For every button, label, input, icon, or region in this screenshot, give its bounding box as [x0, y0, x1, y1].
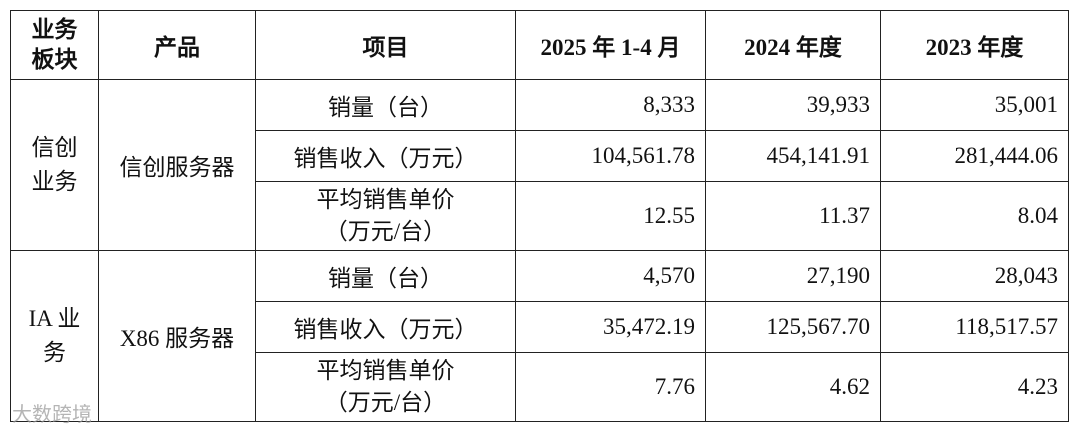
- value-cell: 4,570: [515, 250, 706, 302]
- value-text: 28,043: [994, 263, 1058, 288]
- value-text: 125,567.70: [766, 314, 871, 339]
- item-text: 销售收入（万元）: [293, 146, 478, 171]
- header-text: 2025 年 1-4 月: [540, 35, 681, 60]
- item-text: 销量（台）: [328, 266, 443, 291]
- table-row: 平均销售单价（万元/台） 7.76 4.62 4.23: [11, 352, 1069, 422]
- table-row: IA 业务 X86 服务器 销量（台） 4,570 27,190 28,043: [10, 250, 1069, 422]
- value-text: 12.55: [643, 203, 695, 228]
- item-text: 平均销售单价（万元/台）: [316, 358, 455, 415]
- header-cell: 2025 年 1-4 月: [515, 10, 706, 80]
- value-cell: 454,141.91: [705, 130, 881, 182]
- value-text: 7.76: [654, 374, 695, 399]
- value-cell: 4.23: [880, 352, 1069, 422]
- value-cell: 35,001: [880, 79, 1069, 131]
- value-cell: 281,444.06: [880, 130, 1069, 182]
- value-text: 35,472.19: [603, 314, 695, 339]
- value-cell: 35,472.19: [515, 301, 706, 353]
- value-text: 4,570: [643, 263, 695, 288]
- value-text: 35,001: [994, 92, 1058, 117]
- value-cell: 12.55: [515, 181, 706, 251]
- header-row: 业务板块 产品 项目 2025 年 1-4 月 2024 年度 2023 年度: [10, 10, 1069, 80]
- header-text: 业务板块: [31, 17, 78, 72]
- value-cell: 104,561.78: [515, 130, 706, 182]
- value-cell: 39,933: [705, 79, 881, 131]
- segment-cell: IA 业务: [10, 250, 99, 422]
- value-text: 8.04: [1017, 203, 1058, 228]
- value-cell: 8,333: [515, 79, 706, 131]
- table-row: 销售收入（万元） 35,472.19 125,567.70 118,517.57: [11, 301, 1069, 353]
- segment-text: 信创业务: [31, 135, 78, 194]
- product-cell: 信创服务器: [98, 79, 256, 251]
- product-text: X86 服务器: [119, 326, 235, 351]
- watermark: 大数跨境: [12, 402, 92, 426]
- product-text: 信创服务器: [119, 155, 235, 180]
- header-cell: 业务板块: [10, 10, 99, 80]
- table-body: 信创业务 信创服务器 销量（台） 8,333 39,933 35,001 销售收入（万元） 1…: [10, 79, 1069, 422]
- item-cell: 平均销售单价（万元/台）: [255, 181, 516, 251]
- header-cell: 2023 年度: [880, 10, 1069, 80]
- header-text: 项目: [362, 35, 409, 60]
- item-text: 平均销售单价（万元/台）: [316, 187, 455, 244]
- header-text: 2024 年度: [744, 35, 842, 60]
- value-cell: 118,517.57: [880, 301, 1069, 353]
- product-cell: X86 服务器: [98, 250, 256, 422]
- header-cell: 项目: [255, 10, 516, 80]
- value-cell: 4.62: [705, 352, 881, 422]
- header-cell: 2024 年度: [705, 10, 881, 80]
- value-cell: 28,043: [880, 250, 1069, 302]
- item-cell: 销售收入（万元）: [255, 130, 516, 182]
- value-text: 8,333: [643, 92, 695, 117]
- value-text: 454,141.91: [766, 143, 871, 168]
- value-text: 11.37: [819, 203, 870, 228]
- value-text: 4.23: [1017, 374, 1058, 399]
- value-cell: 8.04: [880, 181, 1069, 251]
- value-cell: 7.76: [515, 352, 706, 422]
- value-text: 27,190: [806, 263, 870, 288]
- value-text: 104,561.78: [591, 143, 696, 168]
- value-text: 39,933: [806, 92, 870, 117]
- value-text: 4.62: [829, 374, 870, 399]
- value-cell: 27,190: [705, 250, 881, 302]
- item-cell: 销售收入（万元）: [255, 301, 516, 353]
- segment-cell: 信创业务: [10, 79, 99, 251]
- item-text: 销售收入（万元）: [293, 317, 478, 342]
- header-cell: 产品: [98, 10, 256, 80]
- table-row: 平均销售单价（万元/台） 12.55 11.37 8.04: [11, 181, 1069, 251]
- header-text: 产品: [154, 35, 200, 60]
- segment-text: IA 业务: [28, 306, 81, 365]
- item-cell: 平均销售单价（万元/台）: [255, 352, 516, 422]
- header-text: 2023 年度: [925, 35, 1024, 60]
- value-text: 281,444.06: [954, 143, 1059, 168]
- item-cell: 销量（台）: [255, 250, 516, 302]
- value-text: 118,517.57: [955, 314, 1058, 339]
- item-text: 销量（台）: [328, 95, 443, 120]
- item-cell: 销量（台）: [255, 79, 516, 131]
- value-cell: 11.37: [705, 181, 881, 251]
- table-row: 信创业务 信创服务器 销量（台） 8,333 39,933 35,001: [10, 79, 1069, 251]
- data-table: 业务板块 产品 项目 2025 年 1-4 月 2024 年度 2023 年度 信创业务信…: [10, 10, 1069, 422]
- value-cell: 125,567.70: [705, 301, 881, 353]
